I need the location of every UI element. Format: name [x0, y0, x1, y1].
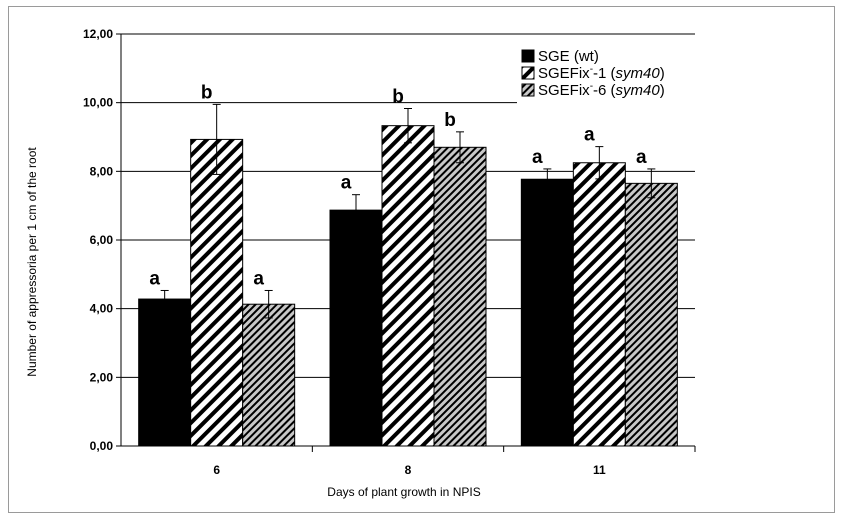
significance-letter: a: [584, 125, 595, 146]
legend-label: SGEFix--1 (sym40): [538, 64, 665, 82]
bar: [624, 182, 678, 447]
legend-swatch: [521, 83, 535, 97]
significance-letter: b: [201, 82, 213, 103]
y-axis-label: Number of appressoria per 1 cm of the ro…: [25, 147, 39, 377]
x-axis-label: Days of plant growth in NPIS: [327, 485, 480, 499]
significance-letter: a: [253, 268, 264, 289]
legend-swatch: [521, 66, 535, 80]
bars: [138, 125, 678, 447]
y-tick-label: 4,00: [90, 302, 114, 316]
x-tick-label: 8: [405, 463, 412, 477]
error-bars: [160, 103, 656, 319]
chart-frame: [8, 6, 835, 513]
significance-letters: a b a a b b a a a: [149, 82, 647, 289]
x-tick-labels: 6 8 11: [213, 463, 606, 477]
legend-swatch: [521, 49, 535, 63]
bar: [381, 125, 435, 447]
x-tick-label: 6: [213, 463, 220, 477]
bar: [138, 298, 192, 447]
y-tick-label: 6,00: [90, 233, 114, 247]
bar: [242, 303, 296, 447]
bar: [433, 146, 487, 447]
legend-label: SGE (wt): [538, 48, 599, 65]
significance-letter: a: [341, 173, 352, 194]
legend: SGE (wt)SGEFix--1 (sym40)SGEFix--6 (sym4…: [517, 43, 761, 113]
significance-letter: b: [444, 110, 456, 131]
bar: [520, 178, 574, 447]
y-tick-label: 12,00: [83, 27, 113, 41]
legend-background: [517, 43, 761, 113]
bar: [329, 209, 383, 447]
significance-letter: b: [392, 87, 404, 108]
legend-label: SGEFix--6 (sym40): [538, 81, 665, 99]
y-tick-label: 0,00: [90, 439, 114, 453]
significance-letter: a: [149, 268, 160, 289]
y-tick-labels: 0,00 2,00 4,00 6,00 8,00 10,00 12,00: [83, 27, 113, 453]
y-tick-label: 10,00: [83, 96, 113, 110]
y-tick-label: 8,00: [90, 164, 114, 178]
y-tick-label: 2,00: [90, 370, 114, 384]
significance-letter: a: [636, 147, 647, 168]
significance-letter: a: [532, 147, 543, 168]
axes: [120, 34, 696, 452]
bar: [190, 138, 244, 447]
bar: [572, 162, 626, 447]
x-tick-label: 11: [593, 463, 606, 477]
